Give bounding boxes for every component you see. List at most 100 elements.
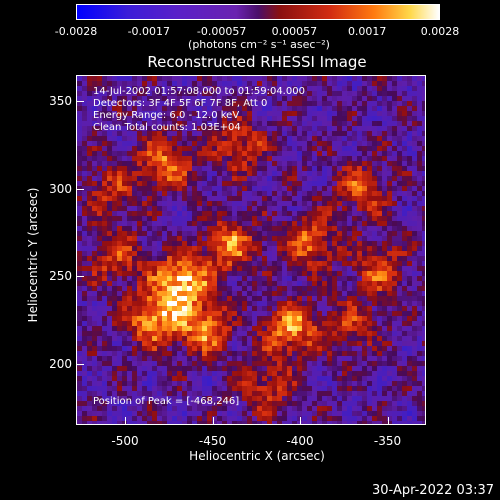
- heatmap-cell: [117, 416, 123, 422]
- heatmap-cell: [207, 326, 213, 332]
- heatmap-cell: [247, 371, 253, 377]
- heatmap-cell: [177, 336, 183, 342]
- heatmap-cell: [282, 271, 288, 277]
- heatmap-cell: [327, 91, 333, 97]
- heatmap-cell: [332, 391, 338, 397]
- heatmap-cell: [217, 241, 223, 247]
- heatmap-cell: [152, 271, 158, 277]
- heatmap-cell: [422, 291, 425, 297]
- heatmap-cell: [352, 296, 358, 302]
- heatmap-cell: [117, 211, 123, 217]
- heatmap-cell: [282, 211, 288, 217]
- heatmap-cell: [237, 321, 243, 327]
- heatmap-cell: [77, 306, 83, 312]
- heatmap-cell: [327, 286, 333, 292]
- heatmap-cell: [127, 251, 133, 257]
- heatmap-cell: [232, 166, 238, 172]
- heatmap-cell: [322, 336, 328, 342]
- heatmap-cell: [307, 156, 313, 162]
- heatmap-cell: [312, 381, 318, 387]
- heatmap-cell: [207, 211, 213, 217]
- heatmap-cell: [347, 76, 353, 82]
- heatmap-cell: [267, 226, 273, 232]
- heatmap-cell: [302, 191, 308, 197]
- heatmap-cell: [177, 381, 183, 387]
- heatmap-cell: [257, 386, 263, 392]
- heatmap-cell: [367, 366, 373, 372]
- heatmap-cell: [202, 406, 208, 412]
- heatmap-cell: [112, 116, 118, 122]
- heatmap-cell: [252, 241, 258, 247]
- heatmap-cell: [192, 231, 198, 237]
- heatmap-cell: [187, 181, 193, 187]
- heatmap-cell: [192, 236, 198, 242]
- heatmap-cell: [92, 396, 98, 402]
- heatmap-cell: [287, 416, 293, 422]
- heatmap-cell: [307, 361, 313, 367]
- heatmap-cell: [117, 406, 123, 412]
- heatmap-cell: [322, 86, 328, 92]
- heatmap-cell: [87, 371, 93, 377]
- heatmap-cell: [192, 401, 198, 407]
- x-tick-mark: [212, 417, 214, 425]
- heatmap-cell: [142, 351, 148, 357]
- heatmap-cell: [282, 336, 288, 342]
- heatmap-cell: [102, 356, 108, 362]
- heatmap-cell: [332, 331, 338, 337]
- heatmap-cell: [162, 356, 168, 362]
- heatmap-cell: [157, 126, 163, 132]
- heatmap-cell: [182, 361, 188, 367]
- heatmap-cell: [232, 416, 238, 422]
- heatmap-cell: [102, 311, 108, 317]
- heatmap-cell: [147, 171, 153, 177]
- heatmap-cell: [232, 411, 238, 417]
- heatmap-cell: [272, 221, 278, 227]
- heatmap-cell: [417, 251, 423, 257]
- heatmap-cell: [287, 296, 293, 302]
- heatmap-cell: [342, 256, 348, 262]
- heatmap-cell: [332, 191, 338, 197]
- heatmap-cell: [327, 386, 333, 392]
- heatmap-cell: [357, 416, 363, 422]
- heatmap-cell: [167, 316, 173, 322]
- heatmap-cell: [337, 296, 343, 302]
- heatmap-cell: [362, 181, 368, 187]
- heatmap-cell: [152, 161, 158, 167]
- heatmap-cell: [147, 221, 153, 227]
- heatmap-cell: [102, 111, 108, 117]
- heatmap-cell: [377, 321, 383, 327]
- heatmap-cell: [77, 251, 83, 257]
- heatmap-cell: [92, 421, 98, 424]
- heatmap-cell: [292, 386, 298, 392]
- heatmap-cell: [147, 206, 153, 212]
- heatmap-cell: [247, 406, 253, 412]
- heatmap-cell: [172, 186, 178, 192]
- heatmap-cell: [217, 216, 223, 222]
- heatmap-cell: [397, 261, 403, 267]
- heatmap-cell: [177, 346, 183, 352]
- heatmap-cell: [407, 356, 413, 362]
- heatmap-cell: [152, 416, 158, 422]
- heatmap-cell: [182, 206, 188, 212]
- heatmap-cell: [387, 76, 393, 82]
- heatmap-cell: [282, 226, 288, 232]
- heatmap-cell: [262, 106, 268, 112]
- heatmap-cell: [322, 406, 328, 412]
- heatmap-cell: [342, 206, 348, 212]
- heatmap-cell: [182, 126, 188, 132]
- heatmap-cell: [422, 186, 425, 192]
- heatmap-cell: [347, 346, 353, 352]
- heatmap-cell: [417, 311, 423, 317]
- heatmap-cell: [177, 306, 183, 312]
- heatmap-cell: [387, 171, 393, 177]
- heatmap-cell: [162, 226, 168, 232]
- heatmap-cell: [167, 126, 173, 132]
- heatmap-cell: [212, 366, 218, 372]
- heatmap-cell: [267, 351, 273, 357]
- heatmap-cell: [157, 231, 163, 237]
- heatmap-cell: [257, 301, 263, 307]
- heatmap-cell: [272, 381, 278, 387]
- heatmap-cell: [272, 281, 278, 287]
- heatmap-cell: [347, 396, 353, 402]
- heatmap-cell: [217, 361, 223, 367]
